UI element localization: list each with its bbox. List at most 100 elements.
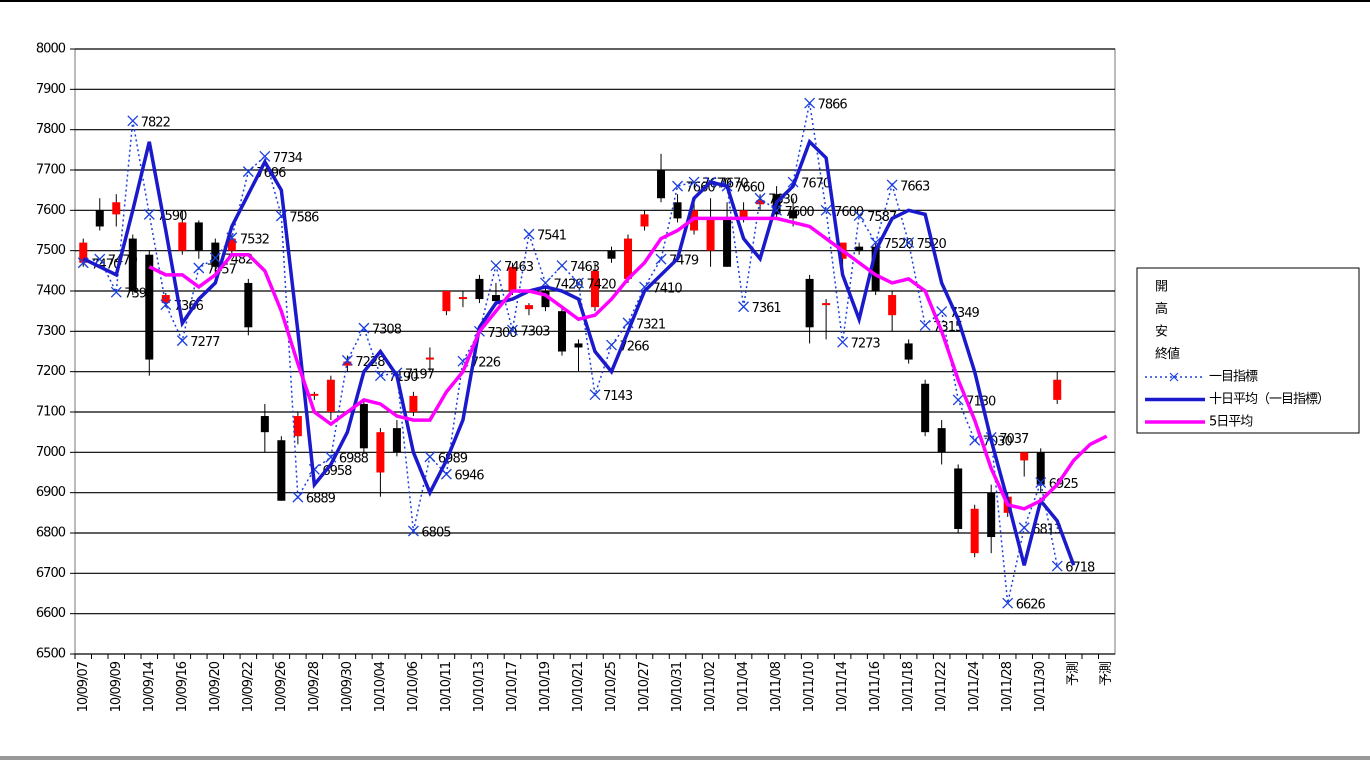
y-tick-label: 7500	[36, 243, 66, 258]
data-label: 7541	[537, 229, 567, 244]
x-tick-label: 10/11/18	[901, 661, 916, 712]
candle-body	[624, 238, 633, 279]
candle-body	[211, 242, 220, 267]
data-label: 7866	[818, 98, 848, 113]
data-label: 6946	[454, 469, 484, 484]
candle-body	[1020, 452, 1029, 461]
x-tick-label: 10/10/11	[439, 661, 454, 712]
legend-label: 安	[1155, 325, 1168, 340]
x-marker	[1035, 477, 1047, 489]
candle-body	[260, 416, 269, 433]
candle-body	[607, 250, 616, 259]
candle-body	[128, 238, 137, 291]
candle-body	[145, 254, 154, 360]
y-tick-label: 7300	[36, 324, 66, 339]
candle-body	[293, 416, 302, 437]
data-label: 7300	[487, 326, 517, 341]
legend-label: 高	[1155, 301, 1168, 317]
x-marker	[193, 262, 205, 274]
data-label: 6718	[1065, 561, 1095, 576]
legend-label: 5日平均	[1209, 415, 1253, 430]
candle-body	[557, 311, 566, 352]
x-marker	[919, 319, 931, 331]
data-label: 7470	[91, 257, 121, 272]
x-tick-label: 10/10/17	[505, 661, 520, 712]
x-marker	[242, 166, 254, 178]
x-tick-label: 10/10/21	[571, 661, 586, 712]
data-label: 7586	[289, 210, 319, 225]
x-marker	[110, 286, 122, 298]
y-tick-label: 7700	[36, 163, 66, 178]
data-label: 7420	[586, 277, 616, 292]
legend-label: 十日平均（一目指標）	[1209, 392, 1329, 407]
x-tick-label: 10/09/30	[340, 661, 355, 712]
x-marker	[407, 525, 419, 537]
x-tick-label: 10/11/14	[835, 661, 850, 712]
x-tick-label: 10/11/24	[967, 661, 982, 712]
y-tick-label: 7200	[36, 364, 66, 379]
candle-body	[161, 295, 170, 304]
candle-body	[888, 295, 897, 316]
candle-body	[392, 428, 401, 453]
data-label: 7143	[603, 389, 633, 404]
x-tick-label: 10/09/20	[208, 661, 223, 712]
candle-body	[789, 210, 798, 219]
data-label: 6988	[339, 452, 369, 467]
x-marker	[688, 176, 700, 188]
x-marker	[573, 277, 584, 289]
candle-body	[855, 246, 864, 251]
candle-body	[310, 393, 319, 396]
candle-body	[822, 303, 831, 306]
candle-body	[326, 379, 335, 412]
x-tick-label: 10/11/02	[703, 662, 718, 712]
data-label: 7660	[735, 181, 765, 196]
bottom-border	[0, 756, 1370, 760]
x-marker	[490, 260, 502, 272]
candle-body	[591, 270, 599, 308]
x-marker	[820, 204, 832, 216]
x-marker	[606, 339, 617, 351]
x-tick-label: 10/09/14	[142, 661, 157, 712]
x-marker	[341, 354, 353, 366]
top-border	[0, 0, 1370, 2]
legend-label: 一目指標	[1209, 370, 1258, 385]
line-series	[83, 102, 1058, 604]
x-tick-label: 10/11/22	[934, 662, 949, 712]
candle-body	[871, 246, 880, 291]
data-label: 7520	[884, 237, 914, 252]
x-marker	[639, 281, 650, 293]
x-marker	[804, 97, 816, 109]
data-label: 7226	[471, 356, 501, 371]
candle-body	[706, 218, 715, 251]
y-tick-label: 7000	[36, 445, 66, 460]
data-label: 7266	[620, 340, 650, 355]
data-label: 6989	[438, 451, 468, 466]
x-marker	[424, 451, 436, 463]
candle-body	[425, 357, 434, 360]
x-marker	[952, 394, 964, 406]
candle-body	[673, 202, 682, 219]
candle-body	[244, 282, 253, 328]
x-tick-label: 10/10/25	[604, 661, 619, 712]
candle-body	[739, 210, 748, 219]
candle-body	[970, 508, 979, 554]
x-tick-label: 10/10/04	[373, 661, 388, 712]
x-marker	[589, 389, 601, 401]
data-label: 7600	[785, 205, 815, 220]
y-tick-label: 6600	[36, 606, 66, 621]
candle-body	[723, 218, 732, 267]
x-tick-label: 10/10/27	[637, 661, 652, 712]
candle-body	[95, 210, 104, 227]
candle-body	[343, 361, 352, 366]
data-label: 6813	[1032, 522, 1062, 537]
x-tick-label: 予測	[1099, 662, 1114, 686]
candle-body	[1053, 379, 1062, 400]
data-label: 7600	[834, 205, 864, 220]
x-marker	[672, 180, 683, 192]
data-label: 7532	[240, 232, 269, 247]
x-marker	[853, 210, 865, 222]
y-tick-label: 7400	[36, 284, 66, 299]
candle-body	[194, 222, 203, 251]
